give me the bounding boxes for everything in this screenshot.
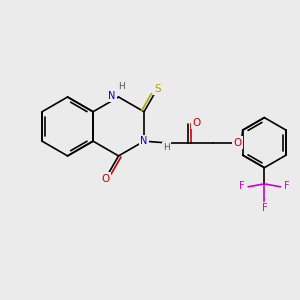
Text: O: O — [234, 138, 242, 148]
Text: O: O — [101, 174, 110, 184]
Text: H: H — [118, 82, 125, 91]
Text: N: N — [140, 136, 148, 146]
Text: F: F — [262, 203, 267, 213]
Text: F: F — [284, 181, 290, 191]
Text: N: N — [108, 91, 116, 100]
Text: F: F — [239, 181, 244, 191]
Text: S: S — [154, 84, 160, 94]
Text: H: H — [164, 143, 170, 152]
Text: O: O — [192, 118, 201, 128]
